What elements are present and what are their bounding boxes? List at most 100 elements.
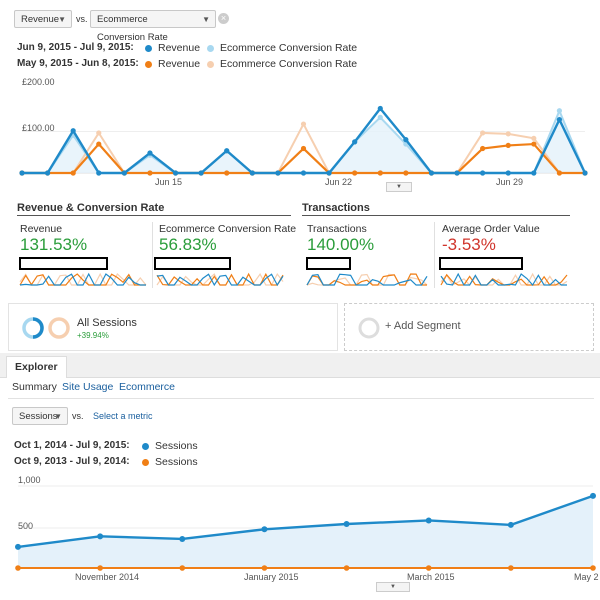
- series-line: [22, 106, 587, 175]
- data-point: [377, 105, 383, 112]
- chevron-down-icon: ▼: [58, 15, 66, 24]
- data-point: [300, 145, 307, 152]
- data-point: [172, 170, 179, 176]
- data-point: [96, 170, 102, 176]
- add-segment-label: + Add Segment: [385, 320, 461, 332]
- x-tick-label: May 2: [574, 572, 599, 582]
- sparkline-series: [19, 273, 146, 286]
- data-point: [531, 170, 537, 176]
- chevron-down-icon: ▼: [54, 412, 62, 421]
- divider: [152, 222, 153, 288]
- scorecard-value: 56.83%: [159, 235, 217, 254]
- data-point: [343, 521, 350, 527]
- data-point: [121, 170, 127, 176]
- subtab-summary[interactable]: Summary: [12, 381, 57, 393]
- data-point: [505, 170, 511, 176]
- vs-label: vs.: [76, 14, 88, 24]
- vs-label: vs.: [72, 411, 84, 421]
- data-point: [179, 565, 186, 571]
- divider: [434, 222, 435, 288]
- data-point: [300, 121, 307, 127]
- explorer-tab-bar: [0, 353, 600, 378]
- data-point: [531, 141, 537, 147]
- data-point: [147, 150, 153, 156]
- secondary-metric-select[interactable]: Ecommerce Conversion Rate ▼: [90, 10, 216, 43]
- data-point: [15, 543, 21, 550]
- explorer-metric-select[interactable]: Sessions ▼: [12, 407, 68, 425]
- data-point: [96, 130, 102, 136]
- data-point: [403, 137, 409, 143]
- chevron-down-icon: ▼: [202, 15, 210, 24]
- scorecard-group-title: Transactions: [302, 202, 370, 214]
- scorecard-value: -3.53%: [442, 235, 496, 254]
- explorer-metric-value: Sessions: [19, 411, 58, 422]
- segment-all-sessions[interactable]: All Sessions +39.94%: [8, 303, 338, 351]
- legend-dot-icon: [142, 458, 149, 466]
- remove-metric-icon[interactable]: ×: [218, 13, 229, 24]
- scorecard-label: Revenue: [20, 223, 63, 235]
- tab-label: Explorer: [15, 361, 58, 373]
- top-legend: Jun 9, 2015 - Jul 9, 2015: Revenue Ecomm…: [17, 42, 577, 74]
- data-point: [454, 170, 460, 176]
- divider: [17, 215, 291, 216]
- scorecard-transactions[interactable]: Transactions 140.00%: [307, 223, 427, 287]
- legend-dot-icon: [207, 44, 214, 52]
- segment-placeholder-icon: [358, 317, 380, 339]
- legend-conversion-previous: Ecommerce Conversion Rate: [207, 58, 357, 70]
- data-point: [507, 521, 514, 528]
- data-point: [179, 535, 186, 542]
- scorecard-group-title: Revenue & Conversion Rate: [17, 202, 165, 214]
- data-point: [70, 128, 76, 134]
- scorecard-revenue[interactable]: Revenue 131.53%: [20, 223, 150, 287]
- data-point: [480, 145, 486, 152]
- segment-name: All Sessions: [77, 317, 137, 329]
- legend-dot-icon: [145, 60, 152, 68]
- select-metric-link[interactable]: Select a metric: [93, 411, 153, 421]
- segment-circle-icon: [22, 317, 44, 339]
- revenue-chart: £200.00 £100.00 Jun 15 Jun 22 Jun 29: [19, 77, 588, 187]
- primary-metric-select[interactable]: Revenue ▼: [14, 10, 72, 28]
- chart-resize-handle[interactable]: ▼: [386, 182, 412, 192]
- add-segment-button[interactable]: + Add Segment: [344, 303, 594, 351]
- series-area: [18, 495, 593, 568]
- data-point: [556, 117, 563, 123]
- data-point: [590, 492, 596, 499]
- chart-resize-handle[interactable]: ▼: [376, 582, 410, 592]
- legend-dot-icon: [142, 442, 149, 450]
- redaction-box: [306, 257, 351, 270]
- subtab-ecommerce[interactable]: Ecommerce: [119, 381, 176, 393]
- data-point: [556, 108, 563, 114]
- x-tick-label: March 2015: [407, 572, 455, 582]
- sparkline: [306, 273, 428, 286]
- data-point: [300, 170, 307, 176]
- data-point: [97, 565, 103, 571]
- series-line: [17, 494, 594, 549]
- explorer-current-range: Oct 1, 2014 - Jul 9, 2015:: [14, 440, 130, 451]
- data-point: [147, 170, 153, 176]
- data-point: [15, 565, 21, 571]
- legend-revenue-previous: Revenue: [145, 58, 200, 70]
- legend-sessions-current: Sessions: [142, 440, 198, 452]
- subtab-site-usage[interactable]: Site Usage: [62, 381, 114, 393]
- data-point: [480, 170, 486, 176]
- data-point: [352, 139, 358, 145]
- data-point: [261, 565, 268, 571]
- scorecard-conversion-rate[interactable]: Ecommerce Conversion Rate 56.83%: [159, 223, 299, 287]
- explorer-previous-range: Oct 9, 2013 - Jul 9, 2014:: [14, 456, 130, 467]
- legend-sessions-previous: Sessions: [142, 456, 198, 468]
- primary-metric-value: Revenue: [21, 14, 60, 25]
- data-point: [425, 517, 432, 524]
- tab-explorer[interactable]: Explorer: [6, 356, 67, 378]
- series-area: [22, 110, 585, 173]
- scorecard-average-order-value[interactable]: Average Order Value -3.53%: [442, 223, 582, 287]
- y-tick-label: £200.00: [22, 77, 55, 87]
- legend-conversion-current: Ecommerce Conversion Rate: [207, 42, 357, 54]
- data-point: [97, 533, 104, 540]
- data-point: [480, 130, 486, 136]
- data-point: [505, 131, 511, 137]
- sparkline-series: [156, 273, 284, 287]
- data-point: [249, 170, 255, 176]
- sparkline-series: [306, 273, 428, 286]
- y-tick-label: 500: [18, 521, 33, 531]
- data-point: [96, 141, 102, 147]
